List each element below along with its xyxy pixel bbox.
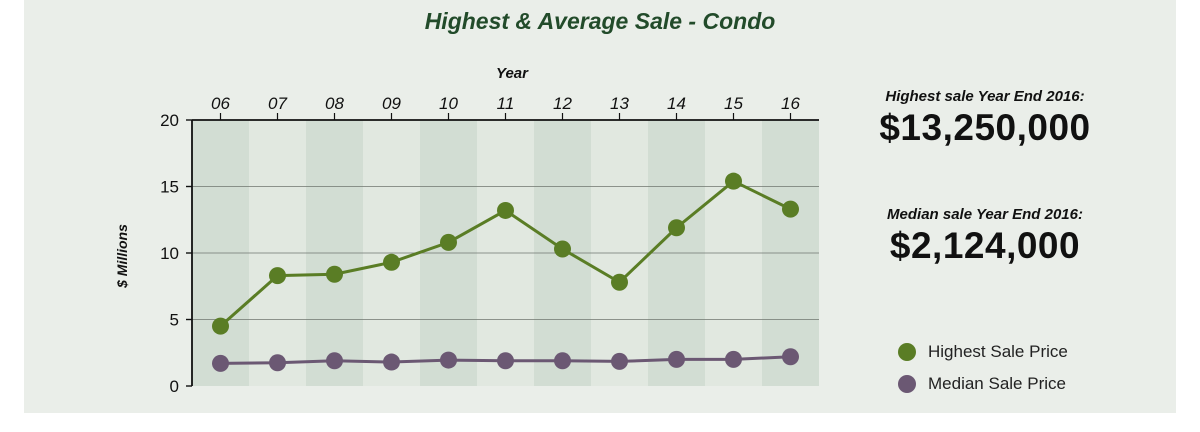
data-point-highest: [611, 273, 628, 291]
data-point-highest: [497, 201, 514, 219]
legend-marker-highest: [898, 343, 916, 361]
y-tick-label: 0: [170, 377, 179, 396]
data-point-median: [440, 351, 457, 369]
legend-label-highest: Highest Sale Price: [928, 342, 1068, 361]
x-tick-label: 13: [610, 94, 629, 113]
x-tick-label: 09: [382, 94, 401, 113]
median-sale-label: Median sale Year End 2016:: [887, 206, 1083, 223]
data-point-highest: [383, 253, 400, 271]
y-axis-title: $ Millions: [114, 224, 130, 289]
x-tick-label: 11: [497, 94, 515, 113]
x-axis-title: Year: [496, 65, 529, 82]
data-point-median: [725, 350, 742, 368]
data-point-highest: [668, 219, 685, 237]
legend-item-median: Median Sale Price: [898, 368, 1068, 400]
x-tick-label: 16: [781, 94, 800, 113]
legend-item-highest: Highest Sale Price: [898, 336, 1068, 368]
chart-title: Highest & Average Sale - Condo: [424, 8, 776, 34]
y-tick-label: 20: [160, 111, 179, 130]
y-tick-label: 10: [160, 244, 179, 263]
x-tick-label: 14: [667, 94, 686, 113]
chart-legend: Highest Sale Price Median Sale Price: [898, 336, 1068, 400]
data-point-median: [383, 353, 400, 371]
x-tick-label: 12: [553, 94, 572, 113]
data-point-median: [611, 352, 628, 370]
x-tick-label: 08: [325, 94, 344, 113]
data-point-highest: [725, 172, 742, 190]
data-point-highest: [440, 233, 457, 251]
highest-sale-block: Highest sale Year End 2016: $13,250,000: [860, 88, 1110, 149]
x-tick-label: 10: [439, 94, 458, 113]
data-point-highest: [212, 317, 229, 335]
data-point-median: [269, 354, 286, 372]
highest-sale-value: $13,250,000: [879, 107, 1091, 148]
data-point-highest: [782, 200, 799, 218]
legend-label-median: Median Sale Price: [928, 374, 1066, 393]
legend-marker-median: [898, 375, 916, 393]
data-point-median: [326, 352, 343, 370]
y-tick-label: 15: [160, 178, 179, 197]
data-point-median: [782, 348, 799, 366]
median-sale-block: Median sale Year End 2016: $2,124,000: [860, 206, 1110, 267]
x-tick-label: 15: [724, 94, 743, 113]
median-sale-value: $2,124,000: [889, 225, 1081, 266]
data-point-median: [554, 352, 571, 370]
data-point-highest: [269, 267, 286, 285]
x-tick-label: 06: [211, 94, 230, 113]
y-tick-label: 5: [170, 311, 179, 330]
data-point-median: [497, 352, 514, 370]
data-point-median: [668, 350, 685, 368]
data-point-highest: [326, 265, 343, 283]
highest-sale-label: Highest sale Year End 2016:: [885, 88, 1085, 105]
x-tick-label: 07: [268, 94, 287, 113]
data-point-highest: [554, 240, 571, 258]
data-point-median: [212, 354, 229, 372]
